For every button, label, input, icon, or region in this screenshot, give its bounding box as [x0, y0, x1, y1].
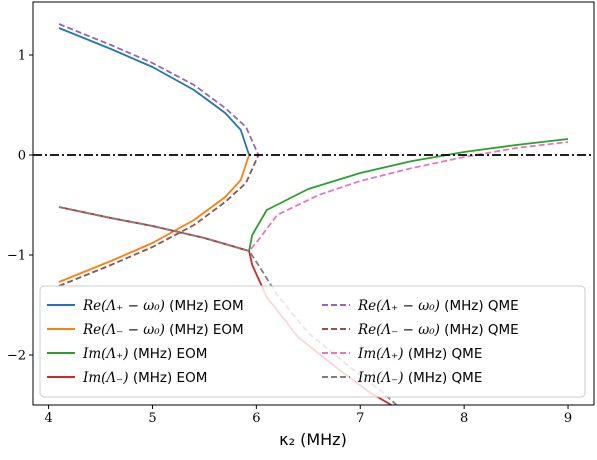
legend-entry: Re(Λ₊ − ω₀) (MHz) QME — [357, 298, 519, 314]
ticks-layer: 4 5 6 7 8 9 −2 −1 0 1 — [7, 49, 572, 427]
legend-box — [39, 285, 586, 398]
y-tick-label: −1 — [7, 249, 26, 264]
legend: Re(Λ₊ − ω₀) (MHz) EOM Re(Λ₋ − ω₀) (MHz) E… — [39, 285, 586, 398]
x-axis-label: κ₂ (MHz) — [279, 430, 347, 449]
y-tick-label: −2 — [7, 349, 26, 364]
legend-entry: Im(Λ₊) (MHz) QME — [357, 346, 482, 362]
series-line-5 — [58, 23, 260, 156]
x-tick-label: 6 — [252, 411, 260, 426]
y-tick-label: 0 — [18, 149, 26, 164]
legend-entry: Im(Λ₋) (MHz) QME — [357, 370, 482, 386]
x-tick-label: 8 — [460, 411, 468, 426]
y-tick-label: 1 — [18, 49, 26, 64]
legend-entry: Re(Λ₋ − ω₀) (MHz) QME — [357, 322, 519, 338]
legend-entry: Re(Λ₋ − ω₀) (MHz) EOM — [82, 322, 244, 338]
plot-frame — [32, 1, 595, 406]
x-tick-label: 4 — [44, 411, 52, 426]
legend-entry: Re(Λ₊ − ω₀) (MHz) EOM — [82, 298, 244, 314]
legend-entry: Im(Λ₊) (MHz) EOM — [82, 346, 207, 362]
x-tick-label: 5 — [148, 411, 156, 426]
legend-entry: Im(Λ₋) (MHz) EOM — [82, 370, 207, 386]
x-tick-label: 7 — [356, 411, 364, 426]
series-line-2 — [58, 154, 250, 283]
series-line-6 — [58, 154, 260, 287]
series-line-1 — [58, 27, 250, 156]
x-tick-label: 9 — [564, 411, 572, 426]
